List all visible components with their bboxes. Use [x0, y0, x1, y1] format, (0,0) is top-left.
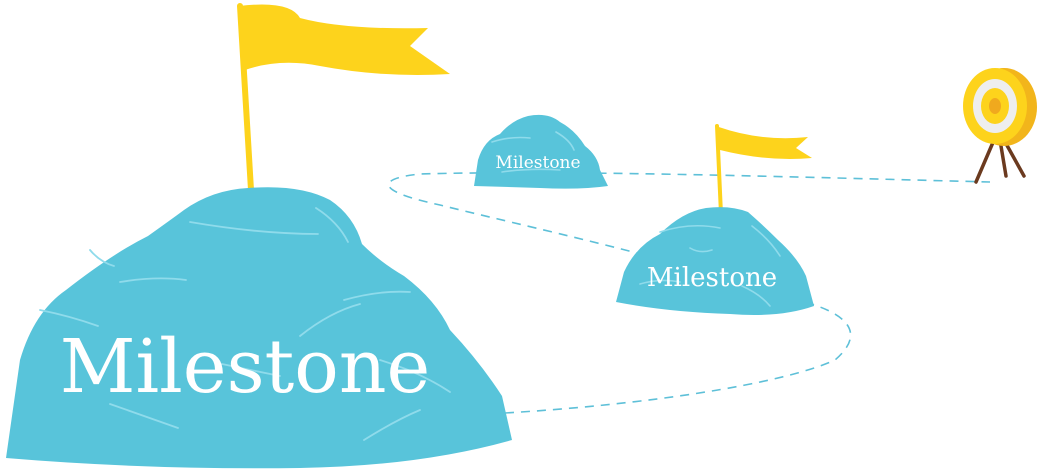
flag-icon: [715, 124, 812, 216]
flag-rock-icon: [6, 187, 512, 469]
milestone-label-small: Milestone: [495, 153, 580, 173]
rock-icon: [474, 114, 608, 189]
milestone-small: Milestone: [474, 114, 608, 189]
milestone-label-medium: Milestone: [647, 263, 777, 293]
flag-icon: [237, 3, 450, 193]
target-icon: [963, 68, 1037, 184]
milestone-label-large: Milestone: [60, 324, 431, 410]
milestone-medium: Milestone: [616, 124, 814, 315]
milestone-large: Milestone: [6, 3, 512, 469]
flag-rock-icon: [616, 207, 814, 315]
